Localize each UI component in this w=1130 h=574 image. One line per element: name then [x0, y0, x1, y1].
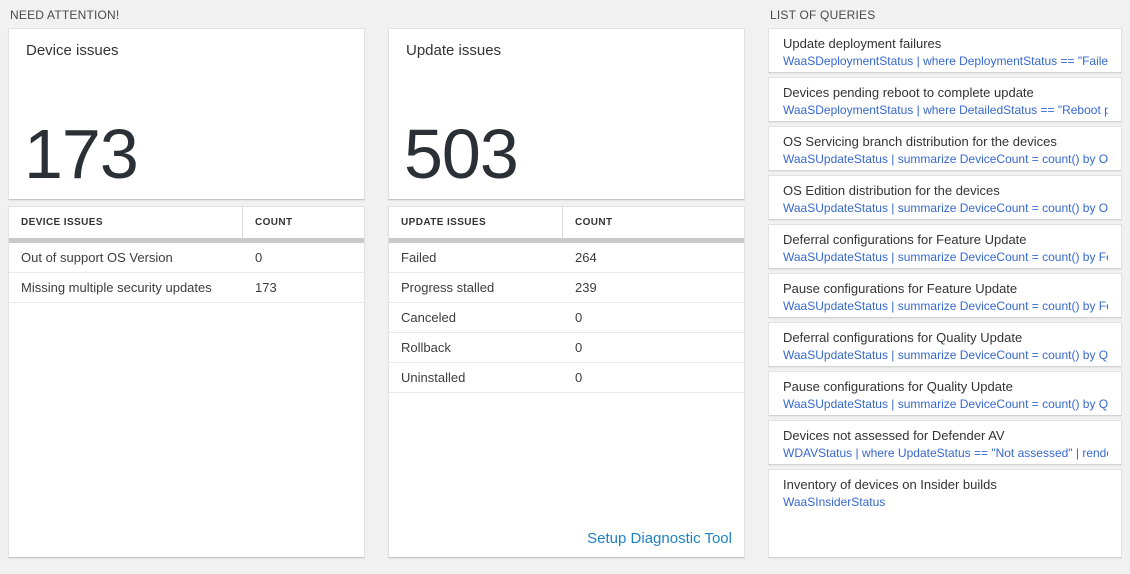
- issue-count: 0: [575, 340, 583, 355]
- query-item[interactable]: Deferral configurations for Feature Upda…: [768, 224, 1122, 269]
- query-title: Pause configurations for Quality Update: [783, 379, 1013, 394]
- need-attention-label: NEED ATTENTION!: [10, 8, 120, 22]
- query-title: OS Edition distribution for the devices: [783, 183, 1000, 198]
- issue-label: Canceled: [401, 310, 456, 325]
- update-issues-table: UPDATE ISSUES COUNT Failed 264 Progress …: [388, 206, 745, 558]
- query-item[interactable]: Inventory of devices on Insider builds W…: [768, 469, 1122, 558]
- query-item[interactable]: Pause configurations for Quality Update …: [768, 371, 1122, 416]
- list-of-queries-label: LIST OF QUERIES: [770, 8, 876, 22]
- update-issues-header-cell: UPDATE ISSUES: [389, 207, 563, 238]
- table-row[interactable]: Missing multiple security updates 173: [9, 273, 364, 303]
- query-link[interactable]: WaaSUpdateStatus | summarize DeviceCount…: [783, 348, 1108, 362]
- query-title: Deferral configurations for Quality Upda…: [783, 330, 1023, 345]
- query-link[interactable]: WaaSDeploymentStatus | where DeploymentS…: [783, 54, 1108, 68]
- query-link[interactable]: WaaSDeploymentStatus | where DetailedSta…: [783, 103, 1108, 117]
- query-link[interactable]: WDAVStatus | where UpdateStatus == "Not …: [783, 446, 1108, 460]
- issue-label: Out of support OS Version: [21, 250, 173, 265]
- table-header-divider-bar: [9, 238, 364, 243]
- query-item[interactable]: OS Servicing branch distribution for the…: [768, 126, 1122, 171]
- issue-label: Failed: [401, 250, 437, 265]
- query-item[interactable]: OS Edition distribution for the devices …: [768, 175, 1122, 220]
- setup-diagnostic-tool-link[interactable]: Setup Diagnostic Tool: [587, 530, 732, 547]
- query-link[interactable]: WaaSInsiderStatus: [783, 495, 886, 509]
- update-issues-card[interactable]: Update issues 503: [388, 28, 745, 200]
- issue-count: 0: [255, 250, 263, 265]
- issue-count: 173: [255, 280, 277, 295]
- count-header-cell: COUNT: [575, 217, 613, 228]
- device-issues-card[interactable]: Device issues 173: [8, 28, 365, 200]
- update-issues-card-title: Update issues: [406, 42, 502, 59]
- table-row[interactable]: Rollback 0: [389, 333, 744, 363]
- spacer-label: [388, 0, 745, 28]
- query-link[interactable]: WaaSUpdateStatus | summarize DeviceCount…: [783, 299, 1108, 313]
- query-link[interactable]: WaaSUpdateStatus | summarize DeviceCount…: [783, 201, 1108, 215]
- query-item[interactable]: Deferral configurations for Quality Upda…: [768, 322, 1122, 367]
- query-title: Devices not assessed for Defender AV: [783, 428, 1005, 443]
- table-header-divider-bar: [389, 238, 744, 243]
- query-item[interactable]: Update deployment failures WaaSDeploymen…: [768, 28, 1122, 73]
- device-issues-table: DEVICE ISSUES COUNT Out of support OS Ve…: [8, 206, 365, 558]
- query-title: OS Servicing branch distribution for the…: [783, 134, 1057, 149]
- table-row[interactable]: Progress stalled 239: [389, 273, 744, 303]
- query-link[interactable]: WaaSUpdateStatus | summarize DeviceCount…: [783, 250, 1108, 264]
- query-link[interactable]: WaaSUpdateStatus | summarize DeviceCount…: [783, 152, 1108, 166]
- query-title: Update deployment failures: [783, 36, 942, 51]
- issue-label: Progress stalled: [401, 280, 495, 295]
- issue-label: Missing multiple security updates: [21, 280, 212, 295]
- table-row[interactable]: Uninstalled 0: [389, 363, 744, 393]
- device-issues-count: 173: [24, 115, 139, 193]
- query-item[interactable]: Devices not assessed for Defender AV WDA…: [768, 420, 1122, 465]
- query-link[interactable]: WaaSUpdateStatus | summarize DeviceCount…: [783, 397, 1108, 411]
- query-item[interactable]: Devices pending reboot to complete updat…: [768, 77, 1122, 122]
- device-issues-card-title: Device issues: [26, 42, 119, 59]
- issue-count: 0: [575, 370, 583, 385]
- table-row[interactable]: Failed 264: [389, 243, 744, 273]
- issue-count: 0: [575, 310, 583, 325]
- table-row[interactable]: Out of support OS Version 0: [9, 243, 364, 273]
- issue-count: 264: [575, 250, 597, 265]
- query-title: Pause configurations for Feature Update: [783, 281, 1018, 296]
- query-list-column: LIST OF QUERIES Update deployment failur…: [768, 0, 1122, 574]
- count-header-cell: COUNT: [255, 217, 293, 228]
- device-issues-header-cell: DEVICE ISSUES: [9, 207, 243, 238]
- device-issues-table-header: DEVICE ISSUES COUNT: [9, 207, 364, 238]
- update-issues-table-header: UPDATE ISSUES COUNT: [389, 207, 744, 238]
- issue-label: Rollback: [401, 340, 451, 355]
- query-item[interactable]: Pause configurations for Feature Update …: [768, 273, 1122, 318]
- query-title: Deferral configurations for Feature Upda…: [783, 232, 1027, 247]
- device-issues-column: NEED ATTENTION! Device issues 173 DEVICE…: [8, 0, 365, 574]
- query-title: Inventory of devices on Insider builds: [783, 477, 997, 492]
- update-issues-count: 503: [404, 115, 519, 193]
- update-issues-column: Update issues 503 UPDATE ISSUES COUNT Fa…: [388, 0, 745, 574]
- table-row[interactable]: Canceled 0: [389, 303, 744, 333]
- query-list: Update deployment failures WaaSDeploymen…: [768, 28, 1122, 558]
- issue-count: 239: [575, 280, 597, 295]
- query-title: Devices pending reboot to complete updat…: [783, 85, 1034, 100]
- issue-label: Uninstalled: [401, 370, 466, 385]
